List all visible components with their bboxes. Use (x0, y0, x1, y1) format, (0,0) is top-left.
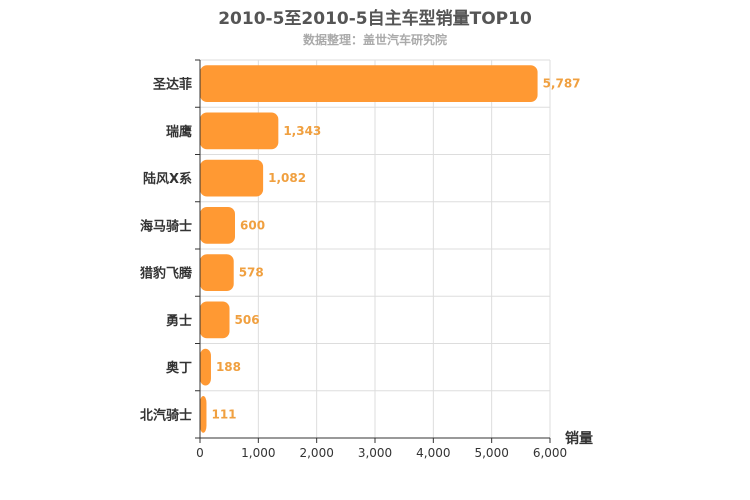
category-label: 陆风X系 (143, 171, 192, 187)
bar[interactable] (200, 348, 211, 386)
category-label: 圣达菲 (153, 77, 192, 93)
data-label: 5,787 (543, 77, 581, 91)
bar[interactable] (200, 112, 279, 150)
category-label: 北汽骑士 (140, 407, 192, 423)
chart-title: 2010-5至2010-5自主车型销量TOP10 (218, 9, 532, 29)
bar[interactable] (200, 159, 264, 197)
bar[interactable] (200, 65, 538, 103)
x-tick-label: 6,000 (533, 446, 567, 460)
category-label: 勇士 (166, 313, 192, 329)
data-label: 600 (240, 218, 265, 232)
bar[interactable] (200, 301, 230, 339)
category-label: 奥丁 (166, 360, 192, 376)
category-label: 瑞鹰 (166, 124, 192, 140)
x-tick-label: 4,000 (416, 446, 450, 460)
x-tick-label: 3,000 (358, 446, 392, 460)
data-label: 506 (235, 313, 260, 327)
chart-subtitle: 数据整理：盖世汽车研究院 (302, 33, 447, 47)
data-label: 111 (211, 407, 236, 421)
data-label: 1,082 (268, 171, 306, 185)
x-axis-title: 销量 (565, 430, 593, 447)
data-label: 1,343 (283, 124, 321, 138)
bar[interactable] (200, 395, 207, 433)
x-tick-label: 2,000 (299, 446, 333, 460)
x-tick-label: 5,000 (474, 446, 508, 460)
category-label: 猎豹飞腾 (140, 266, 193, 282)
x-tick-label: 1,000 (241, 446, 275, 460)
data-label: 578 (239, 266, 264, 280)
bar[interactable] (200, 254, 234, 292)
category-label: 海马骑士 (140, 218, 192, 234)
bar[interactable] (200, 206, 235, 244)
data-label: 188 (216, 360, 241, 374)
x-tick-label: 0 (196, 446, 204, 460)
